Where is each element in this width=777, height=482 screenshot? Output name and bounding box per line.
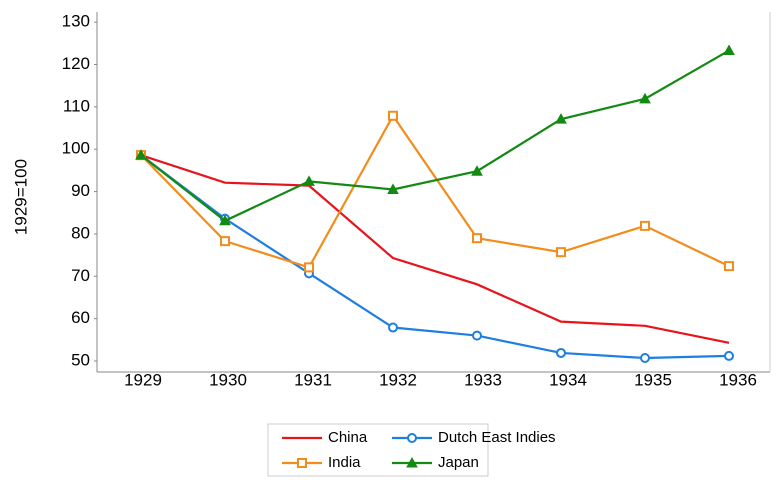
point xyxy=(556,247,566,258)
legend-label: India xyxy=(328,454,361,471)
x-tick-label: 1933 xyxy=(464,370,502,389)
y-tick-label: 90 xyxy=(71,181,90,200)
x-tick-label: 1931 xyxy=(294,370,332,389)
point xyxy=(407,433,417,443)
point xyxy=(724,350,734,361)
point xyxy=(555,113,567,124)
point xyxy=(472,330,482,341)
point xyxy=(304,262,314,273)
y-tick-label: 50 xyxy=(71,350,90,369)
point xyxy=(723,44,735,56)
legend-label: Dutch East Indies xyxy=(438,429,556,446)
point xyxy=(406,456,418,468)
point xyxy=(303,175,315,186)
point xyxy=(639,92,651,104)
point xyxy=(135,149,147,160)
x-tick-label: 1930 xyxy=(209,370,247,389)
y-tick-label: 120 xyxy=(62,54,90,73)
point xyxy=(640,220,650,231)
x-tick-label: 1936 xyxy=(719,370,757,389)
series-line xyxy=(140,154,730,344)
point xyxy=(472,233,482,244)
y-tick-label: 80 xyxy=(71,223,90,242)
point xyxy=(388,322,398,333)
point xyxy=(387,183,399,194)
point xyxy=(297,458,307,468)
point xyxy=(220,236,230,247)
y-tick-label: 130 xyxy=(62,12,90,31)
y-axis-label: 1929=100 xyxy=(11,159,30,235)
x-tick-label: 1929 xyxy=(124,370,162,389)
x-tick-label: 1934 xyxy=(549,370,587,389)
series-line xyxy=(140,113,730,269)
point xyxy=(219,214,231,226)
series-line xyxy=(140,154,730,360)
y-tick-label: 110 xyxy=(63,96,90,115)
legend-label: China xyxy=(328,429,368,446)
x-tick-label: 1935 xyxy=(634,370,672,389)
series-line xyxy=(140,49,730,223)
y-tick-label: 60 xyxy=(71,308,90,327)
point xyxy=(471,165,483,176)
point xyxy=(556,347,566,358)
point xyxy=(640,353,650,364)
point xyxy=(724,261,734,272)
legend-label: Japan xyxy=(438,454,479,471)
y-tick-label: 100 xyxy=(62,139,90,158)
y-tick-label: 70 xyxy=(71,266,90,285)
x-tick-label: 1932 xyxy=(379,370,417,389)
point xyxy=(388,110,398,121)
